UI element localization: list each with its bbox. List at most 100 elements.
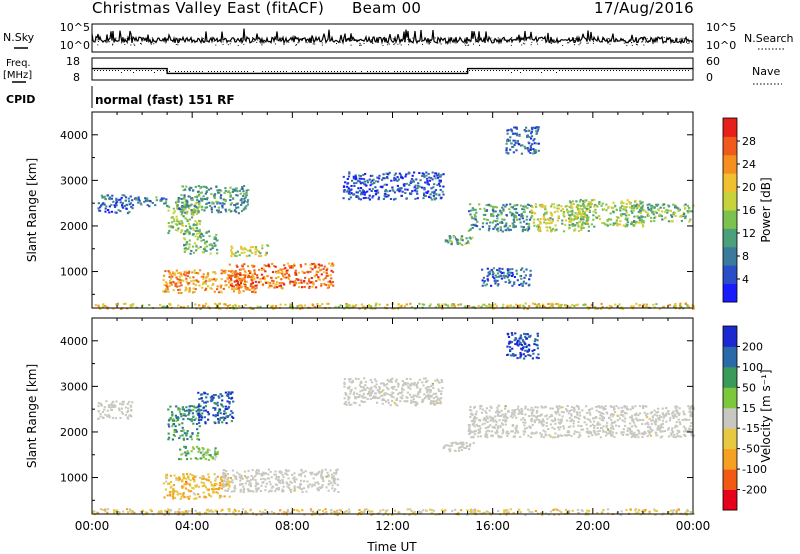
echo-cell bbox=[427, 396, 430, 398]
echo-cell bbox=[202, 275, 205, 278]
echo-cell bbox=[200, 409, 203, 412]
echo-cell bbox=[635, 220, 638, 223]
echo-cell bbox=[196, 434, 200, 437]
echo-cell bbox=[346, 305, 349, 308]
echo-cell bbox=[238, 286, 241, 289]
echo-cell bbox=[196, 232, 199, 235]
nsearch-point bbox=[153, 43, 155, 45]
echo-cell bbox=[183, 432, 186, 435]
echo-cell bbox=[226, 473, 229, 476]
echo-cell bbox=[300, 279, 303, 282]
echo-cell bbox=[529, 148, 532, 151]
echo-cell bbox=[185, 458, 189, 461]
echo-cell bbox=[583, 201, 586, 203]
echo-cell bbox=[638, 219, 641, 222]
echo-cell bbox=[516, 134, 519, 137]
echo-cell bbox=[204, 422, 207, 425]
echo-cell bbox=[252, 276, 255, 279]
echo-cell bbox=[522, 430, 525, 433]
echo-cell bbox=[617, 223, 620, 226]
echo-cell bbox=[622, 202, 625, 205]
echo-cell bbox=[255, 286, 258, 289]
echo-cell bbox=[168, 436, 171, 439]
echo-cell bbox=[227, 270, 230, 273]
echo-cell bbox=[207, 272, 210, 275]
echo-cell bbox=[209, 243, 212, 246]
echo-cell bbox=[226, 400, 229, 403]
echo-cell bbox=[315, 474, 318, 477]
echo-cell bbox=[583, 213, 586, 216]
echo-cell bbox=[347, 187, 350, 190]
echo-cell bbox=[378, 174, 381, 177]
echo-cell bbox=[282, 490, 285, 493]
echo-cell bbox=[346, 178, 349, 180]
echo-cell bbox=[230, 420, 233, 423]
echo-cell bbox=[254, 479, 257, 482]
echo-cell bbox=[168, 285, 171, 288]
echo-cell bbox=[296, 486, 299, 489]
echo-cell bbox=[216, 209, 219, 212]
echo-cell bbox=[638, 412, 642, 415]
echo-cell bbox=[238, 273, 242, 276]
nave-point bbox=[619, 70, 620, 71]
echo-cell bbox=[573, 430, 577, 433]
echo-cell bbox=[520, 418, 523, 421]
echo-cell bbox=[560, 205, 563, 208]
echo-cell bbox=[249, 285, 252, 288]
echo-cell bbox=[407, 385, 410, 388]
echo-cell bbox=[565, 219, 568, 222]
echo-cell bbox=[457, 449, 461, 452]
echo-cell bbox=[492, 215, 495, 218]
echo-cell bbox=[521, 228, 525, 231]
echo-cell bbox=[474, 218, 477, 221]
echo-cell bbox=[503, 218, 506, 221]
echo-cell bbox=[105, 205, 108, 208]
echo-cell bbox=[430, 394, 434, 397]
echo-cell bbox=[464, 242, 467, 245]
echo-cell bbox=[316, 487, 319, 490]
nave-point bbox=[436, 71, 437, 72]
echo-cell bbox=[235, 272, 238, 275]
echo-cell bbox=[273, 265, 276, 267]
echo-cell bbox=[349, 196, 352, 199]
echo-cell bbox=[682, 211, 685, 214]
echo-cell bbox=[631, 434, 634, 437]
nsearch-point bbox=[287, 40, 289, 42]
echo-cell bbox=[257, 255, 261, 258]
echo-cell bbox=[190, 198, 194, 201]
echo-cell bbox=[271, 485, 275, 488]
echo-cell bbox=[308, 483, 312, 486]
echo-cell bbox=[348, 190, 351, 193]
echo-cell bbox=[542, 218, 545, 221]
echo-cell bbox=[478, 203, 481, 206]
echo-cell bbox=[171, 438, 174, 441]
echo-cell bbox=[167, 438, 170, 441]
nsearch-point bbox=[643, 37, 645, 38]
echo-cell bbox=[198, 425, 201, 428]
nave-point bbox=[490, 70, 491, 71]
echo-cell bbox=[485, 218, 488, 221]
echo-cell bbox=[550, 222, 553, 224]
echo-cell bbox=[571, 225, 574, 227]
echo-cell bbox=[406, 400, 409, 403]
nave-point bbox=[613, 70, 614, 71]
echo-cell bbox=[585, 209, 588, 212]
echo-cell bbox=[484, 410, 487, 413]
echo-cell bbox=[192, 492, 195, 495]
nave-point bbox=[352, 71, 353, 72]
echo-cell bbox=[230, 202, 233, 205]
echo-cell bbox=[598, 201, 601, 203]
echo-cell bbox=[681, 418, 684, 421]
echo-cell bbox=[220, 484, 223, 487]
echo-cell bbox=[400, 187, 403, 190]
echo-cell bbox=[523, 306, 526, 309]
echo-cell bbox=[385, 183, 388, 186]
nsearch-point bbox=[216, 41, 218, 43]
echo-cell bbox=[667, 220, 670, 223]
echo-cell bbox=[355, 304, 358, 306]
echo-cell bbox=[518, 135, 521, 137]
echo-cell bbox=[217, 206, 220, 209]
echo-cell bbox=[216, 451, 219, 453]
echo-cell bbox=[513, 221, 516, 224]
echo-cell bbox=[412, 401, 415, 403]
